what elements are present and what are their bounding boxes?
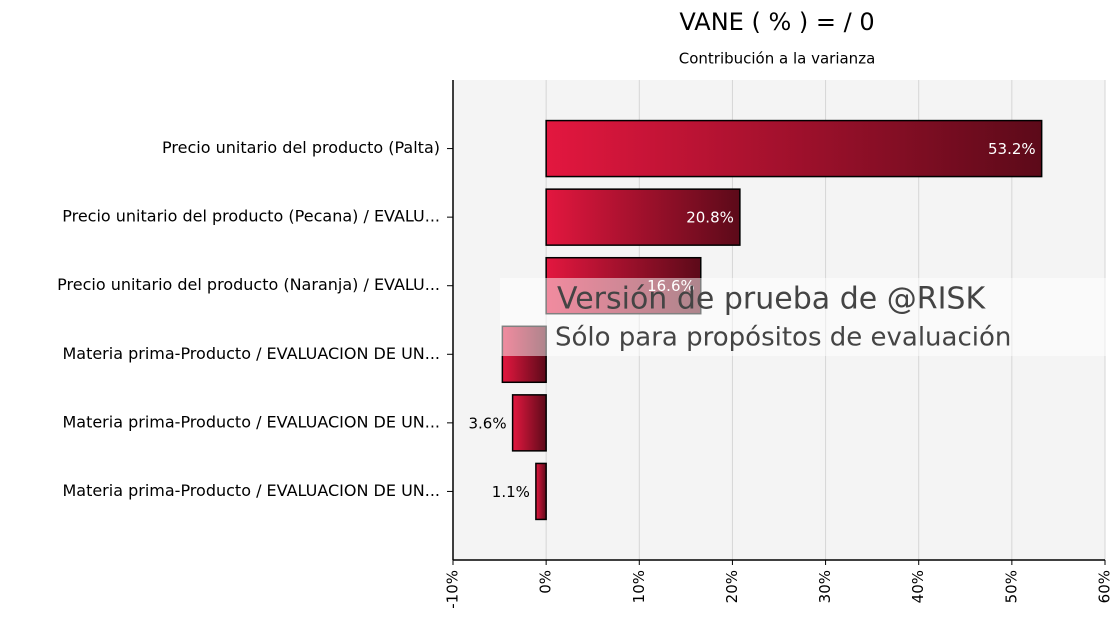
y-tick-label: Materia prima-Producto / EVALUACION DE U… <box>62 412 440 431</box>
chart-title: VANE ( % ) = / 0 <box>679 8 874 36</box>
data-label: 1.1% <box>492 483 530 501</box>
data-label: 3.6% <box>469 414 507 432</box>
y-tick-label: Materia prima-Producto / EVALUACION DE U… <box>62 481 440 500</box>
x-tick-label: 0% <box>537 570 555 594</box>
x-tick-label: 50% <box>1002 570 1020 603</box>
y-tick-label: Materia prima-Producto / EVALUACION DE U… <box>62 344 440 363</box>
x-tick-label: 40% <box>909 570 927 603</box>
watermark: Sólo para propósitos de evaluación <box>555 323 1011 353</box>
y-tick-label: Precio unitario del producto (Palta) <box>162 138 440 157</box>
watermark: Versión de prueba de @RISK <box>557 282 986 317</box>
data-label: 53.2% <box>988 140 1036 158</box>
y-tick-label: Precio unitario del producto (Pecana) / … <box>62 207 440 226</box>
x-tick-label: 60% <box>1096 570 1113 603</box>
bar <box>535 462 547 521</box>
data-label: 20.8% <box>686 209 734 227</box>
x-tick-label: 10% <box>630 570 648 603</box>
bar <box>545 119 1043 178</box>
bar <box>511 394 547 452</box>
bar <box>545 188 741 246</box>
chart-subtitle: Contribución a la varianza <box>679 50 876 68</box>
x-tick-label: -10% <box>444 570 462 609</box>
y-tick-label: Precio unitario del producto (Naranja) /… <box>57 275 440 294</box>
watermark-band <box>500 278 1113 356</box>
x-tick-label: 20% <box>723 570 741 603</box>
x-tick-label: 30% <box>816 570 834 603</box>
